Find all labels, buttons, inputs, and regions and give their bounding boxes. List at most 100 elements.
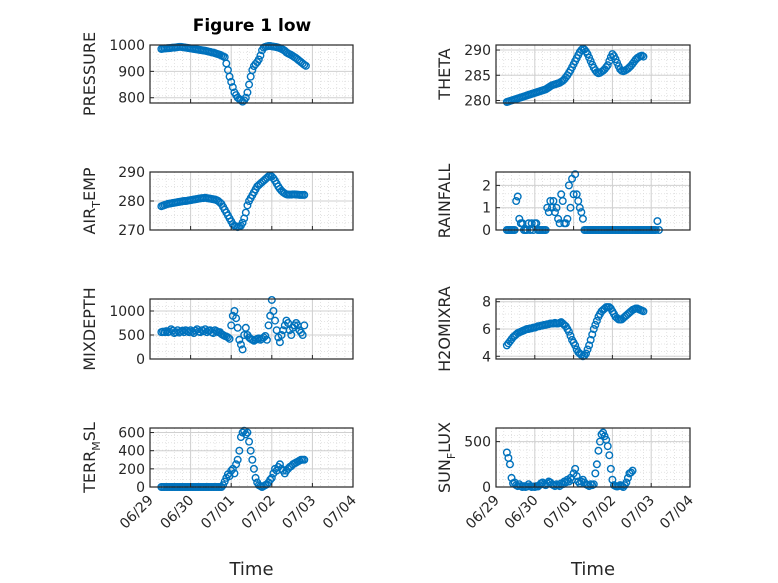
y-tick-label: 6 [482, 322, 491, 338]
data-point [238, 345, 247, 354]
data-point [578, 214, 587, 223]
data-point [241, 430, 250, 439]
data-point [267, 473, 276, 482]
y-tick-label: 285 [464, 68, 491, 84]
data-point [269, 307, 278, 316]
y-tick-label: 1 [482, 201, 491, 217]
data-point [243, 428, 252, 437]
data-point [600, 432, 609, 441]
subplot-3: 270 280 290 AIRTEMP [80, 165, 354, 239]
subplot-6: 4 6 8 H2OMIXRA [435, 286, 691, 372]
data-point [594, 446, 603, 455]
data-point [241, 208, 250, 217]
y-tick-label: 600 [118, 426, 145, 442]
data-point [566, 203, 575, 212]
subplot-4: 0 1 2 RAINFALL [435, 164, 691, 239]
y-tick-label: 500 [464, 435, 491, 451]
data-point [628, 466, 637, 475]
data-point [267, 295, 276, 304]
y-tick-label: 4 [482, 349, 491, 365]
data-point [266, 475, 275, 484]
data-point [639, 307, 648, 316]
data-point [512, 196, 521, 205]
data-point [233, 323, 242, 332]
y-tick-label: 0 [136, 352, 145, 368]
data-point [275, 460, 284, 469]
y-tick-label: 0 [482, 223, 491, 239]
data-point [287, 331, 296, 340]
data-point [622, 478, 631, 487]
y-axis-label: AIRTEMP [80, 167, 103, 234]
y-tick-label: 0 [482, 480, 491, 496]
axes-box [495, 44, 691, 104]
data-point [577, 46, 586, 55]
data-point [589, 325, 598, 334]
x-axis-label: Time [228, 559, 273, 580]
data-point [246, 446, 255, 455]
y-tick-label: 200 [118, 462, 145, 478]
data-point [571, 170, 580, 179]
y-tick-label: 280 [118, 194, 145, 210]
data-point [232, 314, 241, 323]
axes-box [495, 427, 691, 488]
data-point [227, 77, 236, 86]
data-point [543, 203, 552, 212]
data-point [563, 214, 572, 223]
data-point [223, 333, 232, 342]
y-tick-label: 0 [136, 480, 145, 496]
axes-box [149, 44, 354, 104]
data-point [602, 63, 611, 72]
data-point [249, 464, 258, 473]
data-point [585, 341, 594, 350]
data-point [583, 345, 592, 354]
data-point [572, 472, 581, 481]
y-axis-label: PRESSURE [80, 32, 99, 116]
subplot-2: 280 285 290 THETA [435, 43, 691, 109]
data-point [549, 196, 558, 205]
y-axis-label: RAINFALL [435, 164, 454, 239]
data-point [505, 460, 514, 469]
data-point [248, 66, 257, 75]
data-point [513, 192, 522, 201]
data-point [561, 219, 570, 228]
data-point [251, 473, 260, 482]
y-tick-label: 270 [118, 223, 145, 239]
y-axis-label: H2OMIXRA [435, 286, 454, 372]
x-axis-label: Time [570, 559, 615, 580]
subplot-1: 800 900 1000 PRESSURE [80, 32, 354, 116]
data-point [245, 80, 254, 89]
data-point [225, 334, 234, 343]
data-point [603, 442, 612, 451]
data-point [592, 316, 601, 325]
data-point [238, 218, 247, 227]
y-tick-label: 2 [482, 178, 491, 194]
data-point [243, 201, 252, 210]
data-point [558, 196, 567, 205]
y-tick-label: 400 [118, 444, 145, 460]
data-point [256, 51, 265, 60]
data-point [232, 460, 241, 469]
data-point [569, 190, 578, 199]
data-point [571, 341, 580, 350]
data-point [241, 323, 250, 332]
data-point [554, 214, 563, 223]
y-axis-label: TERRMSL [80, 422, 103, 494]
data-point [605, 451, 614, 460]
data-point [254, 55, 263, 64]
data-point [277, 331, 286, 340]
y-tick-label: 290 [464, 43, 491, 59]
data-point [592, 460, 601, 469]
y-tick-label: 900 [118, 64, 145, 80]
data-point [230, 469, 239, 478]
data-point [627, 468, 636, 477]
data-point [586, 335, 595, 344]
data-point [603, 61, 612, 70]
data-point [264, 321, 273, 330]
data-point [235, 335, 244, 344]
data-point [300, 455, 309, 464]
y-tick-label: 290 [118, 165, 145, 181]
data-point [248, 455, 257, 464]
figure-title: Figure 1 low [193, 16, 312, 36]
data-point [300, 190, 309, 199]
